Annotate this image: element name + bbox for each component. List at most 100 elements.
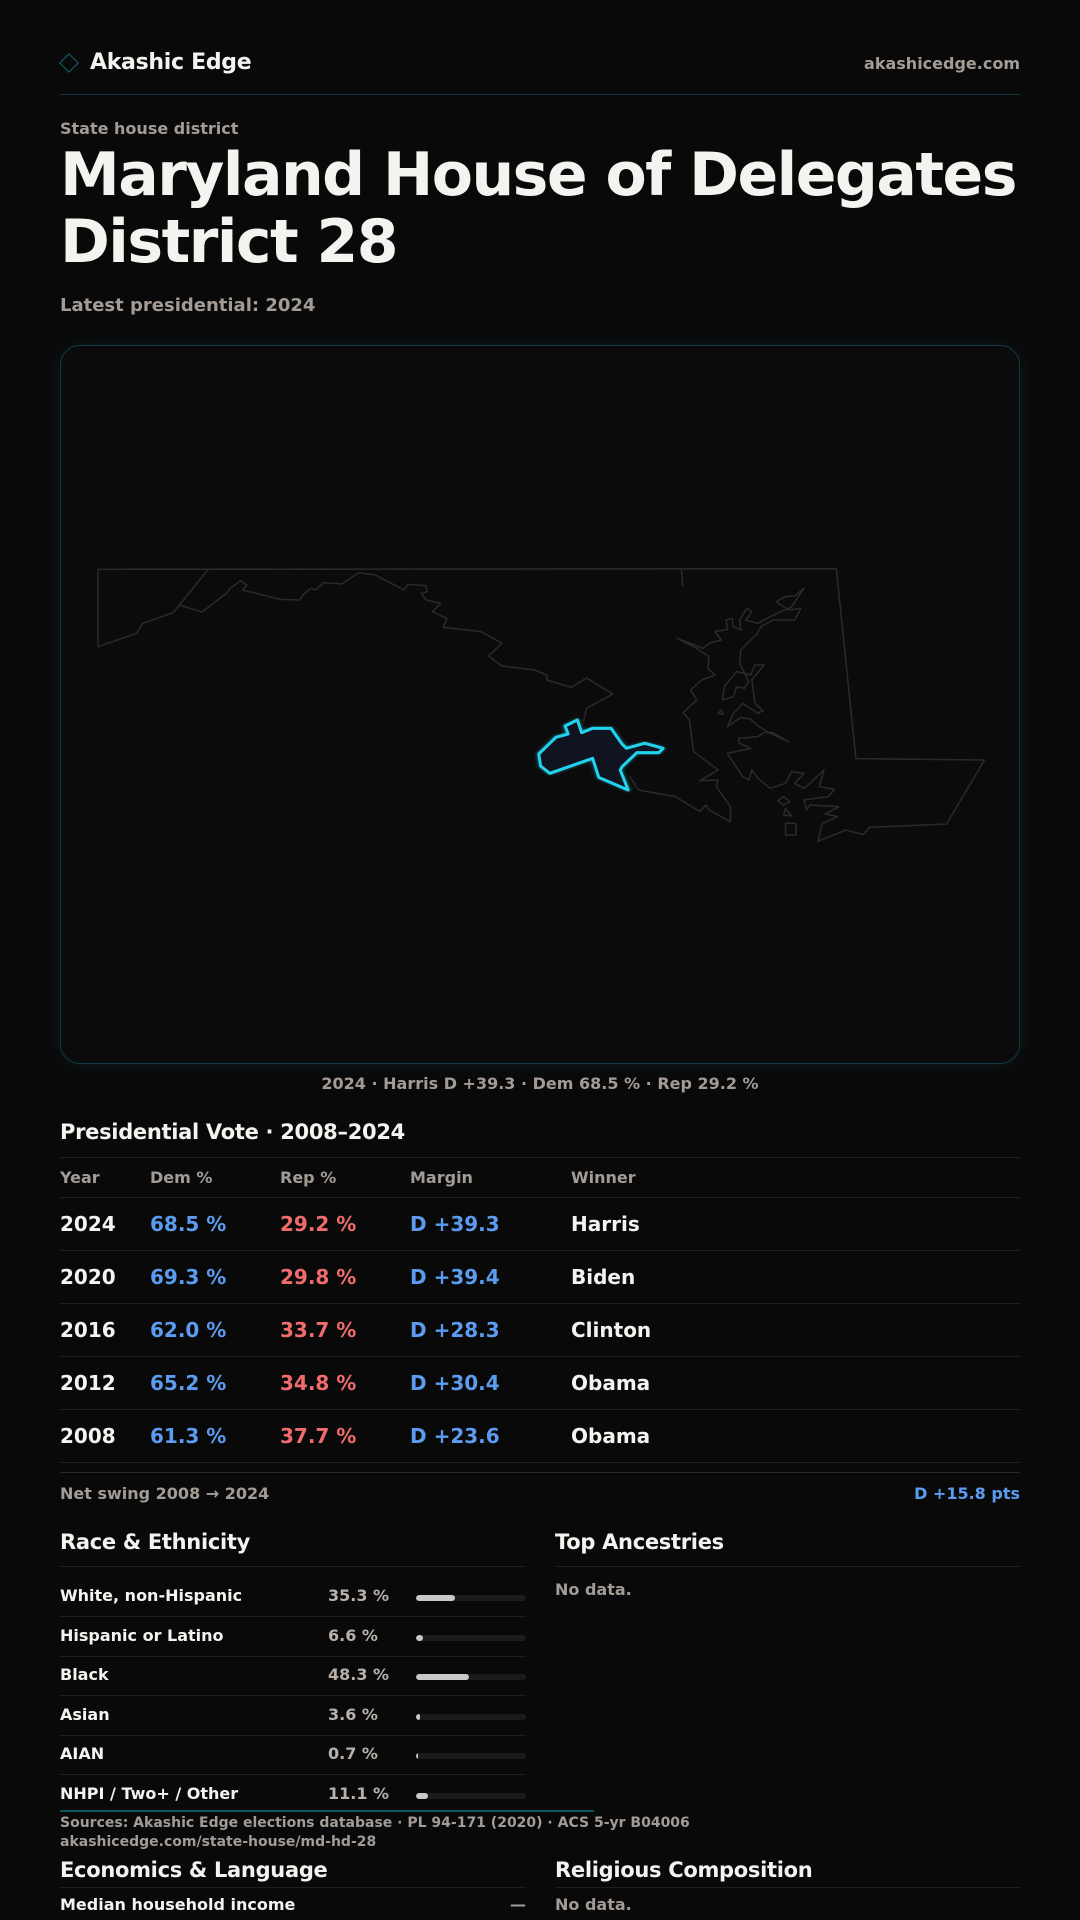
year-cell: 2020: [60, 1265, 116, 1289]
rep-cell: 29.2 %: [280, 1212, 357, 1236]
col-rep: Rep %: [280, 1168, 337, 1187]
ancestries-heading: Top Ancestries: [555, 1530, 724, 1554]
presidential-heading: Presidential Vote · 2008–2024: [60, 1120, 405, 1144]
latest-presidential: Latest presidential: 2024: [60, 295, 316, 316]
rep-cell: 29.8 %: [280, 1265, 357, 1289]
divider: [60, 1409, 1020, 1410]
race-value: 35.3 %: [328, 1586, 390, 1605]
race-label: White, non-Hispanic: [60, 1586, 243, 1605]
divider: [60, 1734, 526, 1736]
col-margin: Margin: [410, 1168, 473, 1187]
race-bar: [416, 1595, 526, 1601]
site-link[interactable]: akashicedge.com: [864, 54, 1020, 73]
race-row: Asian 3.6 %: [60, 1696, 526, 1736]
margin-cell: D +23.6: [410, 1424, 500, 1448]
race-label: AIAN: [60, 1744, 105, 1764]
race-value: 11.1 %: [328, 1784, 390, 1803]
race-bar: [416, 1713, 526, 1720]
race-label: Black: [60, 1665, 109, 1685]
economics-heading: Economics & Language: [60, 1858, 328, 1882]
map-card: [60, 345, 1020, 1064]
race-bar-fill: [416, 1753, 418, 1760]
table-row: 2012 65.2 % 34.8 % D +30.4 Obama: [60, 1357, 1020, 1410]
race-bar-fill: [416, 1713, 420, 1720]
winner-cell: Biden: [571, 1265, 636, 1289]
race-bar: [416, 1674, 526, 1681]
net-swing-label: Net swing 2008 → 2024: [60, 1484, 270, 1503]
dem-cell: 61.3 %: [150, 1424, 227, 1448]
district-map[interactable]: [60, 540, 1020, 860]
table-row: 2008 61.3 % 37.7 % D +23.6 Obama: [60, 1410, 1020, 1463]
race-heading: Race & Ethnicity: [60, 1530, 251, 1554]
race-bar: [416, 1753, 526, 1760]
race-label: Asian: [60, 1704, 110, 1724]
footer-divider: [60, 1810, 594, 1812]
delaware-line: [681, 569, 682, 586]
district-28-outline: [539, 720, 663, 790]
page-url[interactable]: akashicedge.com/state-house/md-hd-28: [60, 1834, 377, 1850]
race-bar-fill: [416, 1634, 424, 1641]
race-row: NHPI / Two+ / Other 11.1 %: [60, 1775, 526, 1814]
divider: [60, 1655, 526, 1657]
winner-cell: Obama: [571, 1371, 651, 1395]
divider: [60, 1566, 526, 1567]
dem-cell: 68.5 %: [150, 1212, 227, 1236]
race-row: Black 48.3 %: [60, 1656, 526, 1697]
panhandle-line: [179, 569, 208, 605]
year-cell: 2008: [60, 1424, 116, 1448]
year-cell: 2024: [60, 1212, 116, 1236]
margin-cell: D +28.3: [410, 1318, 500, 1342]
religion-heading: Religious Composition: [555, 1858, 813, 1882]
race-value: 48.3 %: [328, 1665, 390, 1685]
race-bar: [416, 1793, 526, 1799]
race-row: White, non-Hispanic 35.3 %: [60, 1577, 526, 1617]
margin-cell: D +39.4: [410, 1265, 500, 1289]
divider: [60, 1303, 1020, 1304]
divider: [60, 1356, 1020, 1357]
rep-cell: 33.7 %: [280, 1318, 357, 1342]
potomac-boundary: [98, 573, 613, 722]
divider: [60, 1250, 1020, 1251]
col-dem: Dem %: [150, 1168, 213, 1187]
island: [718, 710, 796, 835]
margin-cell: D +39.3: [410, 1212, 500, 1236]
page-eyebrow: State house district: [60, 119, 239, 138]
col-year: Year: [60, 1168, 100, 1187]
race-bar-fill: [416, 1793, 429, 1799]
table-row: 2016 62.0 % 33.7 % D +28.3 Clinton: [60, 1304, 1020, 1357]
race-label: NHPI / Two+ / Other: [60, 1784, 239, 1803]
race-bar-fill: [416, 1595, 455, 1601]
econ-label: Median household income: [60, 1895, 296, 1914]
divider: [555, 1887, 1020, 1888]
table-row: 2024 68.5 % 29.2 % D +39.3 Harris: [60, 1198, 1020, 1251]
divider: [555, 1566, 1020, 1567]
race-row: AIAN 0.7 %: [60, 1735, 526, 1776]
year-cell: 2012: [60, 1371, 116, 1395]
net-swing-value: D +15.8 pts: [914, 1484, 1020, 1503]
dem-cell: 65.2 %: [150, 1371, 227, 1395]
winner-cell: Harris: [571, 1212, 640, 1236]
col-winner: Winner: [571, 1168, 636, 1187]
race-row: Hispanic or Latino 6.6 %: [60, 1617, 526, 1657]
dem-cell: 62.0 %: [150, 1318, 227, 1342]
divider: [60, 1774, 526, 1776]
year-cell: 2016: [60, 1318, 116, 1342]
ancestries-empty: No data.: [555, 1580, 632, 1599]
divider: [60, 1695, 526, 1697]
winner-cell: Obama: [571, 1424, 651, 1448]
divider: [60, 1157, 1020, 1158]
race-value: 6.6 %: [328, 1625, 378, 1645]
divider: [60, 1462, 1020, 1463]
divider: [60, 1887, 526, 1888]
winner-cell: Clinton: [571, 1318, 652, 1342]
state-outline: [98, 569, 985, 842]
race-label: Hispanic or Latino: [60, 1625, 224, 1645]
divider: [60, 1197, 1020, 1198]
dem-cell: 69.3 %: [150, 1265, 227, 1289]
divider: [60, 1616, 526, 1617]
diamond-icon: [59, 52, 79, 73]
rep-cell: 37.7 %: [280, 1424, 357, 1448]
divider: [60, 1472, 1020, 1473]
brand-logo[interactable]: Akashic Edge: [59, 50, 252, 75]
sources-text: Sources: Akashic Edge elections database…: [60, 1815, 690, 1831]
